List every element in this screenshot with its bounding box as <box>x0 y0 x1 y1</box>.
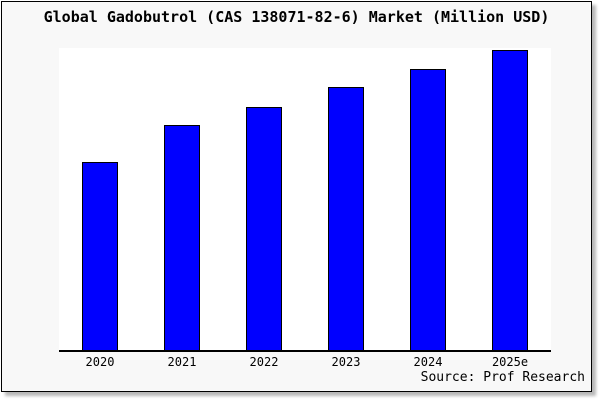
bar-2022 <box>246 107 282 350</box>
bar-2023 <box>328 87 364 350</box>
x-axis-labels: 2020 2021 2022 2023 2024 2025e <box>2 355 591 371</box>
x-tick-label-2021: 2021 <box>167 355 197 369</box>
x-tick-label-2022: 2022 <box>249 355 279 369</box>
x-tick-label-2020: 2020 <box>85 355 115 369</box>
x-tick-label-2025e: 2025e <box>491 355 529 369</box>
source-credit: Source: Prof Research <box>420 370 585 385</box>
x-tick-label-2024: 2024 <box>413 355 443 369</box>
bar-2025e <box>492 50 528 350</box>
plot-area <box>59 48 551 352</box>
bar-2024 <box>410 69 446 350</box>
chart-title: Global Gadobutrol (CAS 138071-82-6) Mark… <box>43 8 550 26</box>
chart-frame: Global Gadobutrol (CAS 138071-82-6) Mark… <box>1 1 592 392</box>
x-tick-label-2023: 2023 <box>331 355 361 369</box>
bar-2020 <box>82 162 118 350</box>
bar-2021 <box>164 125 200 350</box>
